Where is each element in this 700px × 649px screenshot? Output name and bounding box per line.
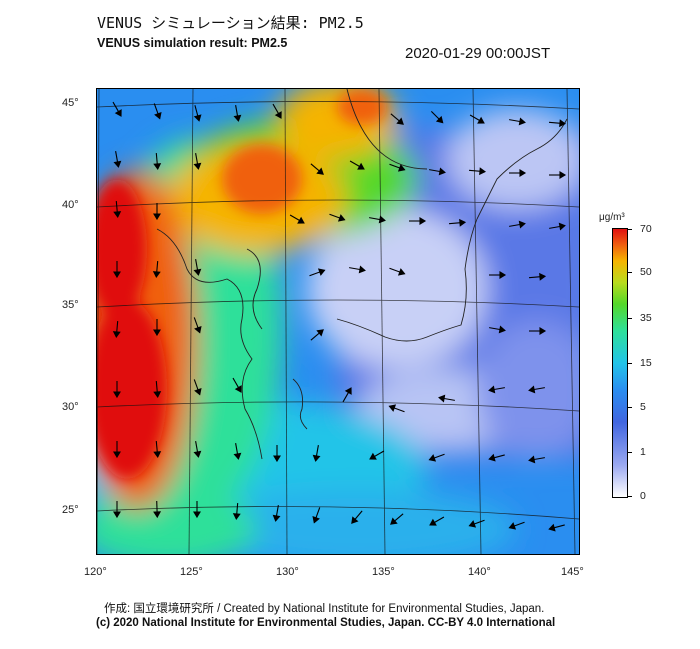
timestamp: 2020-01-29 00:00JST (405, 45, 551, 62)
colorbar-tickmark (627, 272, 632, 273)
colorbar-tickmark (627, 407, 632, 408)
colorbar-unit: μg/m³ (599, 212, 625, 223)
lat-label-30: 30° (62, 401, 79, 413)
colorbar-tick-5: 5 (640, 401, 646, 413)
title-en: VENUS simulation result: PM2.5 (97, 36, 288, 50)
colorbar-tickmark (627, 363, 632, 364)
lon-label-140: 140° (468, 566, 491, 578)
colorbar-tick-70: 70 (640, 223, 652, 235)
lat-label-40: 40° (62, 199, 79, 211)
colorbar-tickmark (627, 318, 632, 319)
license-text: (c) 2020 National Institute for Environm… (96, 617, 556, 629)
lat-label-35: 35° (62, 299, 79, 311)
lon-label-130: 130° (276, 566, 299, 578)
colorbar-tickmark (627, 452, 632, 453)
map-panel (96, 88, 580, 555)
colorbar-tick-1: 1 (640, 446, 646, 458)
colorbar-tickmark (627, 229, 632, 230)
lon-label-120: 120° (84, 566, 107, 578)
lon-label-145: 145° (561, 566, 584, 578)
lon-label-125: 125° (180, 566, 203, 578)
pm25-map (97, 89, 579, 554)
lat-label-25: 25° (62, 504, 79, 516)
title-jp: VENUS シミュレーション結果: PM2.5 (97, 14, 364, 32)
colorbar (612, 228, 628, 498)
colorbar-tick-35: 35 (640, 312, 652, 324)
colorbar-tick-50: 50 (640, 266, 652, 278)
credit-text: 作成: 国立環境研究所 / Created by National Instit… (104, 603, 545, 615)
colorbar-tickmark (627, 496, 632, 497)
lat-label-45: 45° (62, 97, 79, 109)
colorbar-tick-15: 15 (640, 357, 652, 369)
lon-label-135: 135° (372, 566, 395, 578)
colorbar-tick-0: 0 (640, 490, 646, 502)
